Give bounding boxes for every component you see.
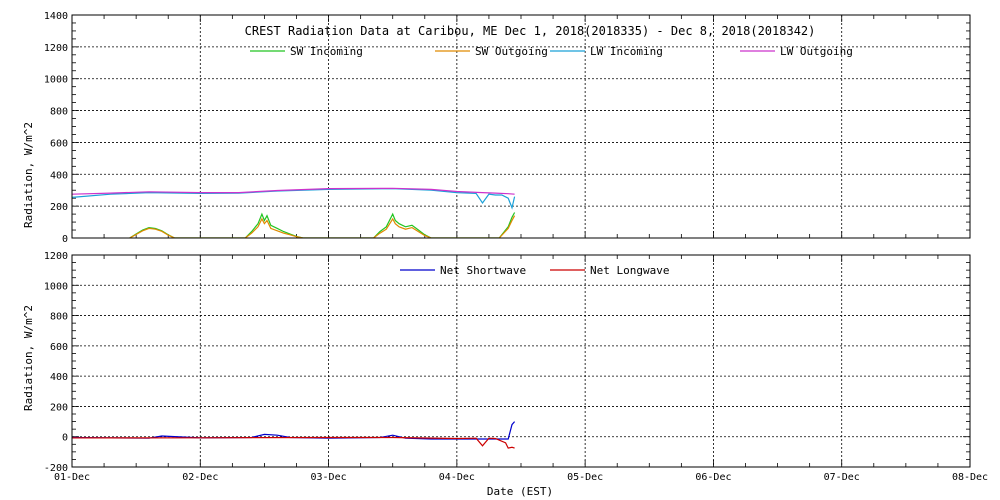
y-tick-label: 600 [50, 342, 68, 353]
x-tick-label: 08-Dec [952, 472, 988, 483]
series-line-sw-outgoing [129, 215, 516, 238]
bottom-panel: -200 0 200 400 600 800 1000 1200 01-Dec 02-Dec 03-… [44, 251, 988, 483]
y-tick-label: 1000 [44, 75, 68, 86]
y-tick-label: 1200 [44, 251, 68, 262]
legend-label: SW Outgoing [475, 45, 548, 58]
x-tick-label: 01-Dec [54, 472, 90, 483]
y-tick-label: 1400 [44, 11, 68, 22]
legend-label: Net Longwave [590, 264, 669, 277]
x-tick-label: 02-Dec [182, 472, 218, 483]
y-tick-label: 1000 [44, 281, 68, 292]
x-tick-label: 07-Dec [824, 472, 860, 483]
legend-label: LW Incoming [590, 45, 663, 58]
y-tick-label: 400 [50, 372, 68, 383]
legend-label: LW Outgoing [780, 45, 853, 58]
legend-label: SW Incoming [290, 45, 363, 58]
x-tick-label: 05-Dec [567, 472, 603, 483]
y-tick-label: 1200 [44, 43, 68, 54]
x-axis-label: Date (EST) [487, 485, 553, 498]
x-tick-label: 04-Dec [439, 472, 475, 483]
y-tick-label: 200 [50, 402, 68, 413]
y-tick-label: 400 [50, 170, 68, 181]
series-line-net-longwave [72, 436, 515, 449]
y-tick-label: -200 [44, 463, 68, 474]
plot-frame [71, 14, 971, 239]
bottom-ylabel: Radiation, W/m^2 [22, 305, 35, 411]
y-tick-label: 600 [50, 138, 68, 149]
y-tick-label: 800 [50, 312, 68, 323]
series-line-lw-outgoing [72, 187, 515, 195]
plot-frame [71, 254, 971, 468]
chart-title: CREST Radiation Data at Caribou, ME Dec … [245, 24, 816, 38]
top-ylabel: Radiation, W/m^2 [22, 122, 35, 228]
legend-label: Net Shortwave [440, 264, 526, 277]
y-tick-label: 800 [50, 107, 68, 118]
series-line-lw-incoming [72, 187, 516, 210]
x-tick-label: 03-Dec [311, 472, 347, 483]
y-tick-label: 0 [62, 234, 68, 245]
y-tick-label: 200 [50, 202, 68, 213]
top-panel: 0 200 400 600 800 1000 1200 1400 SW Incoming SW O… [44, 11, 971, 245]
y-tick-label: 0 [62, 433, 68, 444]
x-tick-label: 06-Dec [695, 472, 731, 483]
